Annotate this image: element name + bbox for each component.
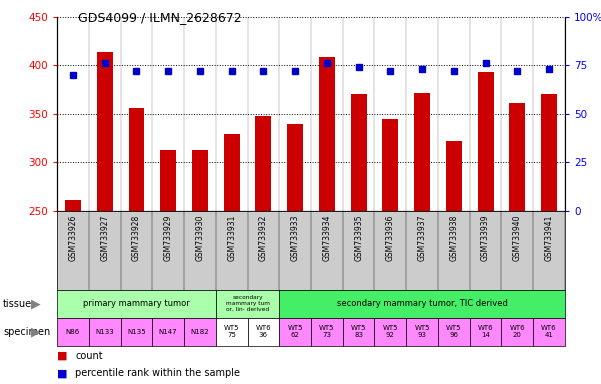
Text: N147: N147 [159,329,177,334]
Bar [287,124,303,211]
Text: WT5
93: WT5 93 [414,325,430,338]
Bar [192,150,208,211]
Bar [470,318,501,346]
Bar [97,52,112,211]
Bar [478,72,493,211]
Bar [248,318,279,346]
Text: GSM733941: GSM733941 [545,215,554,261]
Text: WT5
83: WT5 83 [351,325,367,338]
Text: GSM733927: GSM733927 [100,215,109,261]
Text: WT5
73: WT5 73 [319,325,335,338]
Text: WT6
41: WT6 41 [542,325,557,338]
Text: GSM733939: GSM733939 [481,215,490,261]
Bar [446,141,462,211]
Text: WT5
62: WT5 62 [287,325,303,338]
Text: WT6
14: WT6 14 [478,325,493,338]
Text: secondary mammary tumor, TIC derived: secondary mammary tumor, TIC derived [337,299,508,308]
Text: GSM733926: GSM733926 [69,215,78,261]
Text: GSM733934: GSM733934 [322,215,331,261]
Bar [279,318,311,346]
Bar [351,94,367,211]
Bar [311,318,343,346]
Text: GSM733931: GSM733931 [227,215,236,261]
Bar [65,200,81,211]
Text: N86: N86 [66,329,80,334]
Text: GSM733935: GSM733935 [354,215,363,261]
Text: specimen: specimen [3,326,50,337]
Bar [406,318,438,346]
Bar [319,57,335,211]
Text: WT6
36: WT6 36 [255,325,271,338]
Text: GSM733933: GSM733933 [291,215,300,261]
Text: N182: N182 [191,329,209,334]
Text: GSM733929: GSM733929 [163,215,172,261]
Bar [160,150,176,211]
Text: N135: N135 [127,329,146,334]
Bar [57,290,216,318]
Text: WT5
92: WT5 92 [383,325,398,338]
Text: WT5
75: WT5 75 [224,325,239,338]
Bar [541,94,557,211]
Text: tissue: tissue [3,298,32,309]
Text: GSM733928: GSM733928 [132,215,141,261]
Bar [533,318,565,346]
Bar [510,103,525,211]
Text: count: count [75,351,103,361]
Bar [184,318,216,346]
Text: WT5
96: WT5 96 [446,325,462,338]
Bar [224,134,240,211]
Text: ■: ■ [57,351,67,361]
Text: primary mammary tumor: primary mammary tumor [83,299,190,308]
Bar [216,318,248,346]
Text: WT6
20: WT6 20 [510,325,525,338]
Bar [414,93,430,211]
Bar [382,119,398,211]
Text: ▶: ▶ [31,325,41,338]
Bar [279,290,565,318]
Text: GSM733930: GSM733930 [195,215,204,261]
Bar [255,116,271,211]
Text: ■: ■ [57,368,67,378]
Bar [121,318,152,346]
Text: ▶: ▶ [31,297,41,310]
Text: GSM733937: GSM733937 [418,215,427,261]
Bar [216,290,279,318]
Text: percentile rank within the sample: percentile rank within the sample [75,368,240,378]
Text: GSM733940: GSM733940 [513,215,522,261]
Text: N133: N133 [96,329,114,334]
Bar [343,318,374,346]
Bar [57,318,89,346]
Text: GSM733932: GSM733932 [259,215,268,261]
Bar [129,108,144,211]
Bar [152,318,184,346]
Bar [89,318,121,346]
Text: secondary
mammary tum
or, lin- derived: secondary mammary tum or, lin- derived [225,295,269,312]
Bar [501,318,533,346]
Bar [438,318,470,346]
Text: GDS4099 / ILMN_2628672: GDS4099 / ILMN_2628672 [78,12,242,25]
Bar [374,318,406,346]
Text: GSM733938: GSM733938 [450,215,459,261]
Text: GSM733936: GSM733936 [386,215,395,261]
